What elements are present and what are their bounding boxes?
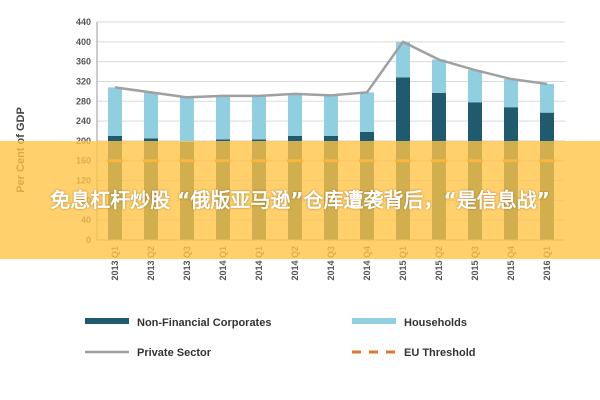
bar-households [540,83,554,113]
bar-households [252,95,266,140]
y-tick-label: 240 [76,116,91,126]
overlay-headline[interactable]: 免息杠杆炒股 “俄版亚马逊”仓库遭袭背后，“是信息战” [50,188,550,212]
x-tick-label: 2015 Q1 [398,246,408,281]
x-tick-label: 2014 Q3 [326,246,336,281]
overlay-banner: 免息杠杆炒股 “俄版亚马逊”仓库遭袭背后，“是信息战” [0,141,600,259]
y-tick-label: 440 [76,17,91,27]
y-tick-label: 360 [76,57,91,67]
bar-households [396,41,410,78]
bar-households [180,97,194,142]
legend-swatch-households [352,318,396,324]
line-private-sector [114,40,548,99]
bar-households [216,95,230,140]
bar-households [360,92,374,132]
legend-swatch-non-financial-corporates [85,318,129,324]
legend-label-private-sector: Private Sector [137,347,212,359]
legend: Non-Financial Corporates Households Priv… [85,317,476,359]
x-tick-label: 2015 Q3 [470,246,480,281]
y-tick-label: 320 [76,76,91,86]
x-tick-label: 2014 Q2 [290,246,300,281]
y-tick-label: 400 [76,37,91,47]
bar-households [468,70,482,103]
legend-label-eu-threshold: EU Threshold [404,347,476,359]
x-tick-label: 2013 Q1 [110,246,120,281]
x-tick-label: 2016 Q1 [542,246,552,281]
bar-households [288,93,302,136]
legend-label-households: Households [404,317,467,329]
legend-label-non-financial-corporates: Non-Financial Corporates [137,317,271,329]
bar-households [432,59,446,93]
bar-households [504,78,518,108]
x-tick-label: 2014 Q1 [254,246,264,281]
x-tick-label: 2013 Q3 [182,246,192,281]
bar-households [144,92,158,139]
x-tick-label: 2013 Q2 [146,246,156,281]
y-tick-label: 200 [76,136,91,146]
x-tick-label: 2014 Q1 [218,246,228,281]
x-tick-label: 2014 Q4 [362,246,372,281]
y-tick-label: 280 [76,96,91,106]
x-tick-label: 2015 Q4 [506,246,516,281]
x-tick-label: 2015 Q2 [434,246,444,281]
bar-households [324,95,338,136]
bar-households [108,87,122,136]
